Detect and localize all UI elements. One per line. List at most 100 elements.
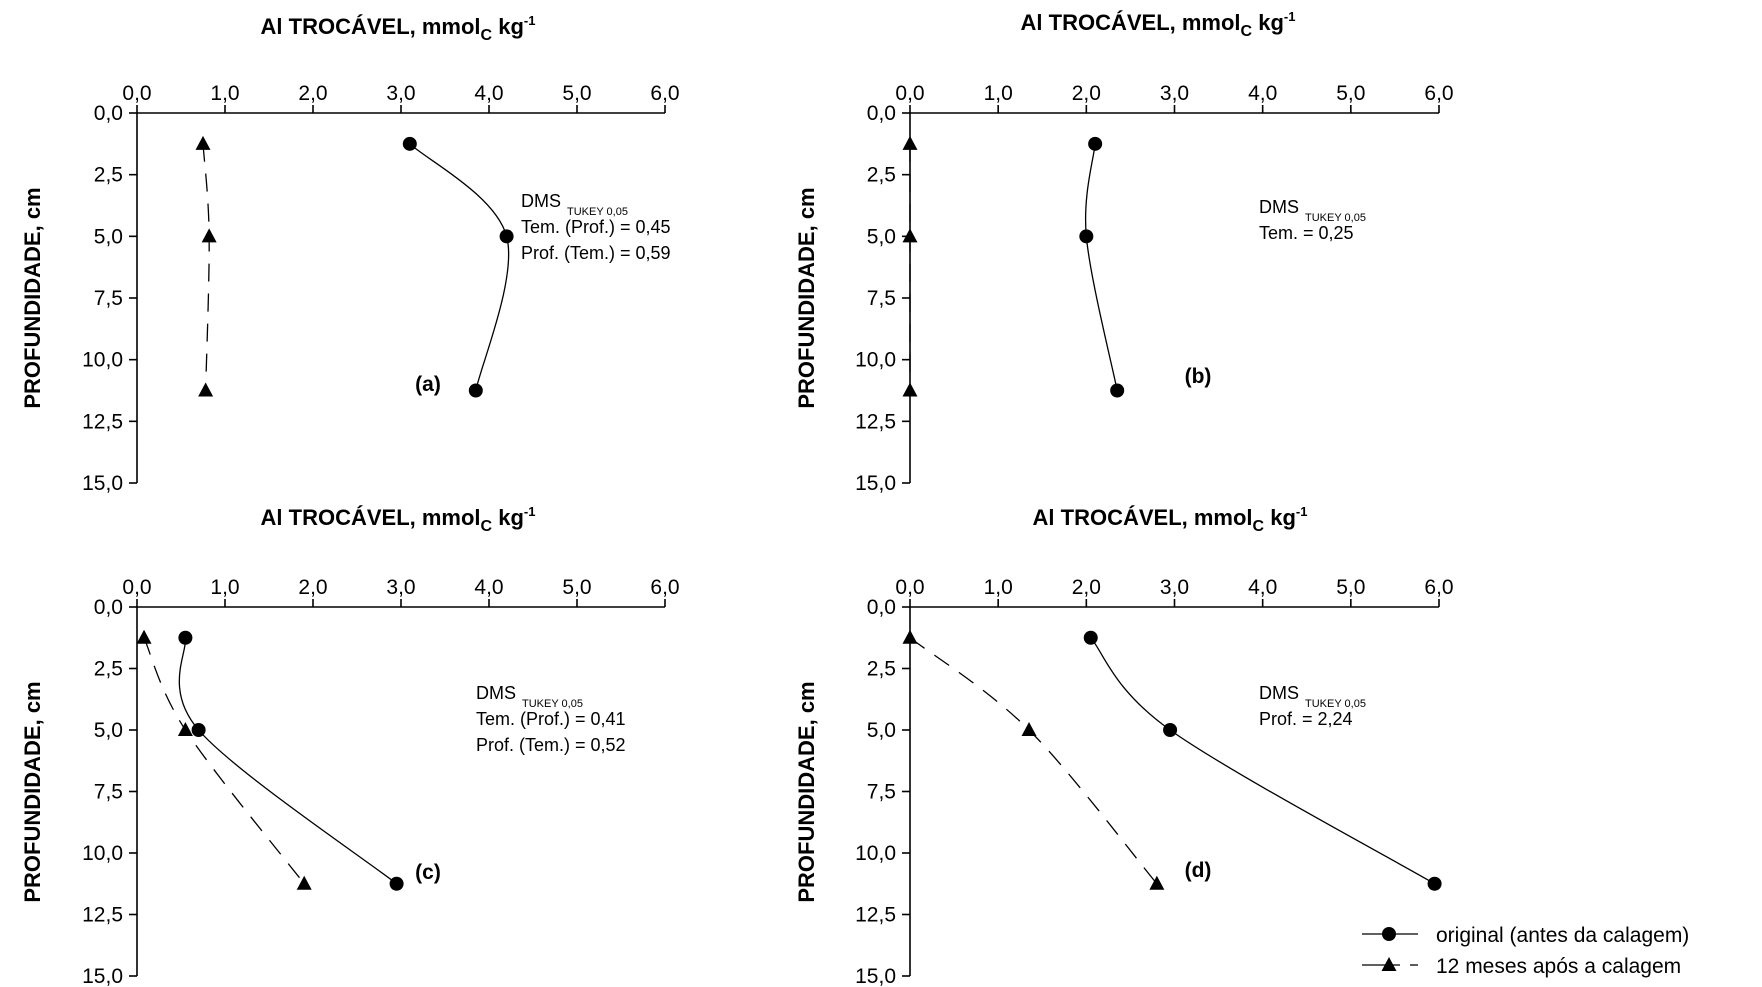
y-tick-label: 12,5 bbox=[82, 410, 123, 433]
chart-title-superscript: -1 bbox=[524, 13, 536, 28]
x-tick-label: 1,0 bbox=[210, 576, 239, 599]
x-tick-label: 0,0 bbox=[895, 82, 924, 105]
x-tick-label: 2,0 bbox=[1072, 82, 1101, 105]
data-point-triangle bbox=[198, 382, 214, 397]
y-axis-label: PROFUNDIDADE, cm bbox=[20, 187, 45, 408]
y-tick-label: 10,0 bbox=[855, 349, 896, 372]
data-point-circle bbox=[1427, 876, 1442, 891]
y-tick-label: 7,5 bbox=[867, 287, 896, 310]
y-tick-label: 5,0 bbox=[867, 225, 896, 248]
y-tick-label: 7,5 bbox=[94, 781, 123, 804]
chart-title-main: Al TROCÁVEL, mmol bbox=[1021, 10, 1241, 35]
x-tick-label: 4,0 bbox=[1248, 576, 1277, 599]
y-tick-label: 10,0 bbox=[82, 349, 123, 372]
y-tick-label: 15,0 bbox=[855, 965, 896, 987]
y-tick-label: 10,0 bbox=[82, 842, 123, 865]
x-tick-label: 6,0 bbox=[650, 82, 679, 105]
data-point-triangle bbox=[296, 875, 312, 890]
dms-line: Prof. = 2,24 bbox=[1259, 709, 1353, 729]
y-tick-label: 5,0 bbox=[94, 719, 123, 742]
y-tick-label: 2,5 bbox=[867, 164, 896, 187]
chart-title-subscript: C bbox=[481, 518, 493, 535]
data-point-triangle bbox=[136, 629, 152, 644]
dms-heading-text: DMS bbox=[1259, 683, 1299, 703]
data-point-triangle bbox=[1149, 875, 1165, 890]
y-axis-label: PROFUNDIDADE, cm bbox=[20, 681, 45, 902]
series-line-12-meses bbox=[909, 637, 1158, 885]
data-point-circle bbox=[468, 383, 483, 398]
chart-title-superscript: -1 bbox=[1284, 9, 1296, 24]
y-tick-label: 0,0 bbox=[94, 596, 123, 619]
chart-title: Al TROCÁVEL, mmolC kg-1 bbox=[1033, 504, 1308, 535]
data-point-triangle bbox=[1021, 722, 1037, 736]
dms-heading-subscript: TUKEY 0,05 bbox=[1305, 212, 1366, 224]
y-tick-label: 0,0 bbox=[867, 596, 896, 619]
dms-heading: DMS TUKEY 0,05 bbox=[1259, 197, 1366, 224]
y-tick-label: 7,5 bbox=[867, 781, 896, 804]
dms-heading-subscript: TUKEY 0,05 bbox=[1305, 698, 1366, 710]
data-point-triangle bbox=[902, 382, 918, 397]
chart-title-unit: kg bbox=[1264, 505, 1296, 530]
x-tick-label: 5,0 bbox=[1336, 576, 1365, 599]
legend-label: 12 meses após a calagem bbox=[1436, 955, 1681, 978]
data-point-circle bbox=[499, 229, 514, 244]
y-tick-label: 12,5 bbox=[855, 904, 896, 927]
chart-title-subscript: C bbox=[1253, 518, 1265, 535]
series-line-original bbox=[1084, 143, 1118, 391]
series-line-12-meses bbox=[143, 637, 305, 885]
y-tick-label: 5,0 bbox=[867, 719, 896, 742]
dms-line: Tem. (Prof.) = 0,41 bbox=[476, 709, 626, 729]
chart-title: Al TROCÁVEL, mmolC kg-1 bbox=[1021, 9, 1296, 40]
x-tick-label: 1,0 bbox=[984, 576, 1013, 599]
x-tick-label: 5,0 bbox=[562, 576, 591, 599]
chart-title-subscript: C bbox=[481, 27, 493, 44]
chart-title: Al TROCÁVEL, mmolC kg-1 bbox=[261, 504, 536, 535]
y-tick-label: 15,0 bbox=[82, 472, 123, 495]
panel-label: (a) bbox=[415, 373, 441, 396]
x-tick-label: 6,0 bbox=[1424, 82, 1453, 105]
dms-heading-subscript: TUKEY 0,05 bbox=[522, 698, 583, 710]
x-tick-label: 3,0 bbox=[386, 576, 415, 599]
x-tick-label: 6,0 bbox=[1424, 576, 1453, 599]
data-point-circle bbox=[402, 136, 417, 151]
dms-heading-text: DMS bbox=[476, 683, 516, 703]
chart-panel-1: Al TROCÁVEL, mmolC kg-1 PROFUNDIDADE, cm 0… bbox=[20, 13, 680, 495]
y-axis-label: PROFUNDIDADE, cm bbox=[794, 187, 819, 408]
y-tick-label: 12,5 bbox=[82, 904, 123, 927]
chart-title-main: Al TROCÁVEL, mmol bbox=[261, 14, 481, 39]
legend-entry-2: 12 meses após a calagem bbox=[1362, 955, 1681, 978]
x-tick-label: 6,0 bbox=[650, 576, 679, 599]
x-tick-label: 3,0 bbox=[1160, 82, 1189, 105]
x-tick-label: 4,0 bbox=[474, 82, 503, 105]
y-tick-label: 2,5 bbox=[94, 164, 123, 187]
x-tick-label: 3,0 bbox=[1160, 576, 1189, 599]
dms-line: Tem. = 0,25 bbox=[1259, 223, 1354, 243]
x-tick-label: 1,0 bbox=[984, 82, 1013, 105]
x-tick-label: 5,0 bbox=[562, 82, 591, 105]
panel-label: (d) bbox=[1185, 859, 1212, 882]
data-point-circle bbox=[1110, 383, 1125, 398]
chart-title-subscript: C bbox=[1241, 23, 1253, 40]
data-point-triangle bbox=[902, 135, 918, 150]
chart-title-unit: kg bbox=[492, 505, 524, 530]
dms-heading-text: DMS bbox=[1259, 197, 1299, 217]
y-tick-label: 12,5 bbox=[855, 410, 896, 433]
chart-panel-4: Al TROCÁVEL, mmolC kg-1 PROFUNDIDADE, cm 0… bbox=[794, 504, 1454, 987]
data-point-triangle bbox=[201, 228, 217, 243]
y-tick-label: 7,5 bbox=[94, 287, 123, 310]
chart-title-superscript: -1 bbox=[1296, 504, 1308, 519]
series-line-original bbox=[1090, 637, 1435, 885]
legend: original (antes da calagem) 12 meses após… bbox=[1362, 924, 1689, 978]
dms-heading-text: DMS bbox=[521, 191, 561, 211]
y-axis-label: PROFUNDIDADE, cm bbox=[794, 681, 819, 902]
data-point-circle bbox=[1088, 136, 1103, 151]
y-tick-label: 0,0 bbox=[94, 102, 123, 125]
y-tick-label: 0,0 bbox=[867, 102, 896, 125]
dms-heading: DMS TUKEY 0,05 bbox=[521, 191, 628, 218]
data-point-triangle bbox=[902, 629, 918, 644]
data-point-circle bbox=[1083, 630, 1098, 645]
chart-title-main: Al TROCÁVEL, mmol bbox=[1033, 505, 1253, 530]
